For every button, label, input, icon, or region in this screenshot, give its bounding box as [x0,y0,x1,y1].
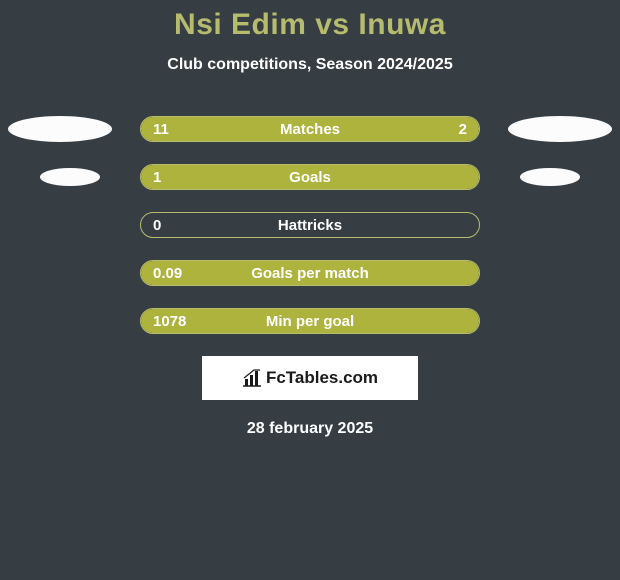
stat-value-left: 0 [153,213,161,237]
stat-bar: Goals per match0.09 [140,260,480,286]
stat-label: Min per goal [141,309,479,333]
player-ellipse-left [8,116,112,142]
player-ellipse-right [520,168,580,186]
stat-label: Hattricks [141,213,479,237]
stat-bar: Goals1 [140,164,480,190]
stat-row: Matches11 2 [0,116,620,142]
chart-icon [242,369,262,387]
stat-value-left: 1078 [153,309,186,333]
stat-row: Min per goal1078 [0,308,620,334]
stat-rows: Matches11 2 Goals1 Hattricks0 Goals per matc… [0,116,620,334]
stat-row: Goals1 [0,164,620,190]
stat-value-left: 0.09 [153,261,182,285]
stat-row: Hattricks0 [0,212,620,238]
stat-label: Matches [141,117,479,141]
stat-bar: Hattricks0 [140,212,480,238]
stat-label: Goals per match [141,261,479,285]
stat-label: Goals [141,165,479,189]
logo-box: FcTables.com [202,356,418,400]
logo-label: FcTables.com [266,368,378,388]
player-ellipse-right [508,116,612,142]
stat-bar: Min per goal1078 [140,308,480,334]
logo-text: FcTables.com [242,368,378,388]
stat-value-left: 11 [153,117,169,141]
page-title: Nsi Edim vs Inuwa [0,8,620,42]
stat-value-left: 1 [153,165,161,189]
page-subtitle: Club competitions, Season 2024/2025 [0,56,620,74]
stat-value-right: 2 [459,117,467,141]
player-ellipse-left [40,168,100,186]
stat-row: Goals per match0.09 [0,260,620,286]
stat-bar: Matches11 2 [140,116,480,142]
date-label: 28 february 2025 [0,420,620,438]
comparison-widget: Nsi Edim vs Inuwa Club competitions, Sea… [0,0,620,438]
